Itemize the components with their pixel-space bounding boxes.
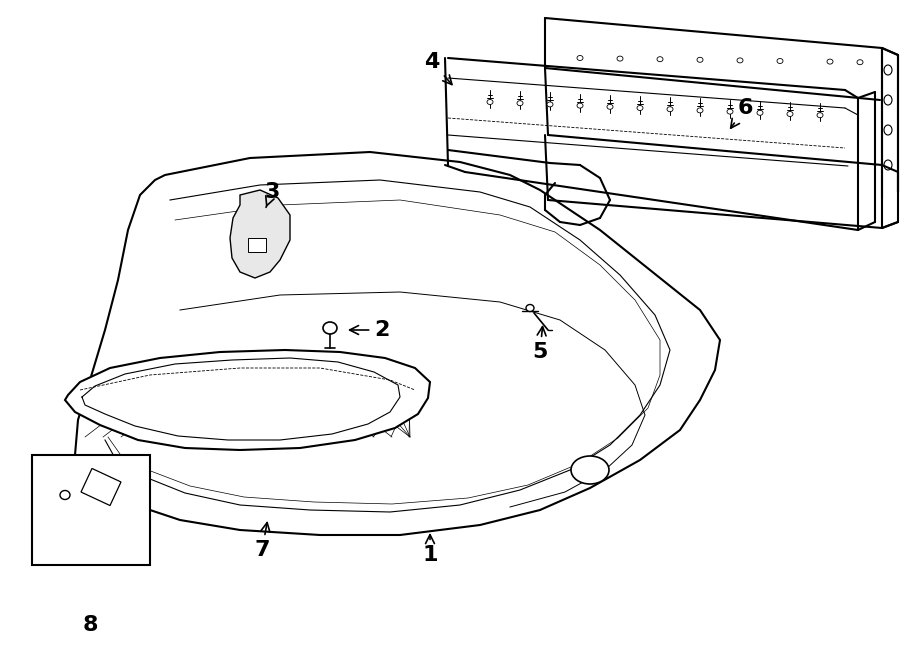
Ellipse shape xyxy=(577,103,583,108)
Ellipse shape xyxy=(323,322,337,334)
PathPatch shape xyxy=(65,350,430,450)
Ellipse shape xyxy=(657,57,663,61)
Ellipse shape xyxy=(777,59,783,63)
PathPatch shape xyxy=(230,190,290,278)
Ellipse shape xyxy=(637,106,643,110)
Ellipse shape xyxy=(607,104,613,109)
Text: 2: 2 xyxy=(349,320,390,340)
Ellipse shape xyxy=(884,65,892,75)
Bar xyxy=(81,469,121,506)
Ellipse shape xyxy=(571,456,609,484)
Ellipse shape xyxy=(884,125,892,135)
Ellipse shape xyxy=(517,100,523,106)
Ellipse shape xyxy=(526,305,534,311)
Ellipse shape xyxy=(697,58,703,62)
Ellipse shape xyxy=(757,110,763,115)
Ellipse shape xyxy=(857,59,863,65)
Text: 3: 3 xyxy=(265,182,280,208)
Ellipse shape xyxy=(817,112,823,118)
Text: 6: 6 xyxy=(731,98,752,128)
Ellipse shape xyxy=(827,59,833,64)
Ellipse shape xyxy=(547,102,553,107)
Ellipse shape xyxy=(727,109,733,114)
Text: 7: 7 xyxy=(254,523,270,560)
Ellipse shape xyxy=(884,160,892,170)
Text: 5: 5 xyxy=(532,327,548,362)
Ellipse shape xyxy=(577,56,583,61)
Text: 4: 4 xyxy=(424,52,452,85)
Ellipse shape xyxy=(697,108,703,113)
Bar xyxy=(32,455,150,565)
Ellipse shape xyxy=(884,95,892,105)
Ellipse shape xyxy=(617,56,623,61)
PathPatch shape xyxy=(75,152,720,535)
Ellipse shape xyxy=(60,490,70,500)
Bar xyxy=(248,238,266,252)
Ellipse shape xyxy=(787,112,793,116)
Ellipse shape xyxy=(667,106,673,112)
Ellipse shape xyxy=(737,58,743,63)
Ellipse shape xyxy=(487,100,493,104)
Text: 1: 1 xyxy=(422,535,437,565)
Text: 8: 8 xyxy=(82,615,98,635)
